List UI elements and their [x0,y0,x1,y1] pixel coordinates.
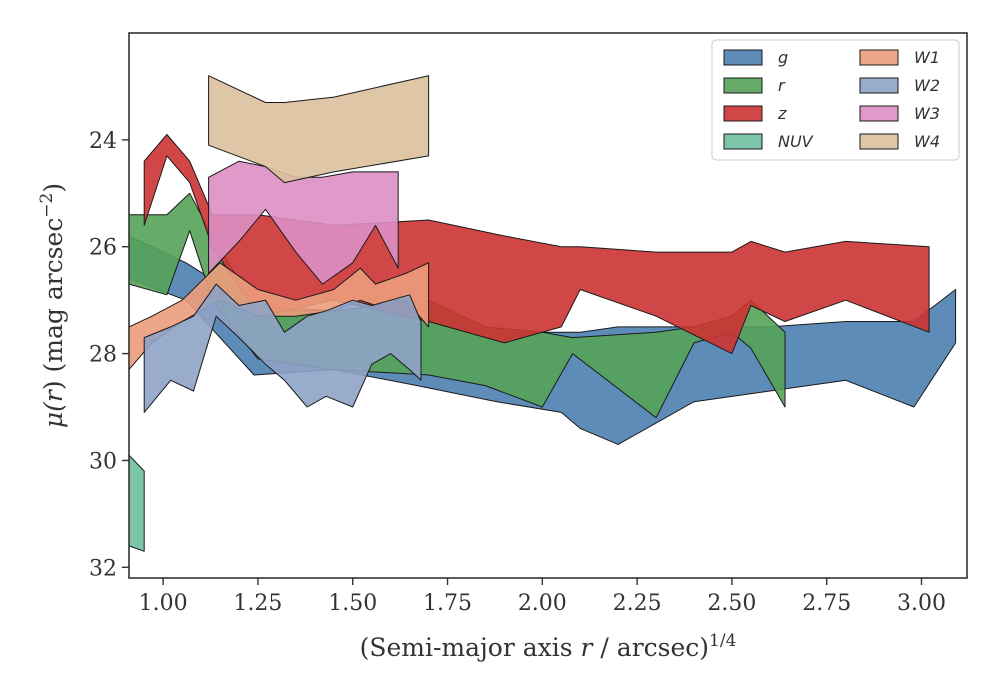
legend-label-g: g [778,48,788,67]
legend-swatch-z [723,105,763,122]
legend-label-nuv: NUV [778,132,814,151]
x-axis-label-exp: 1/4 [709,631,736,651]
legend-swatch-w2 [859,77,899,94]
legend-label-r: r [778,76,786,95]
x-tick-label: 2.00 [518,591,567,616]
x-tick-label: 1.00 [139,591,188,616]
legend: grz NUV W1 W2 W3 W4 [711,39,960,161]
x-tick-label: 3.00 [897,591,946,616]
series-band-w2 [143,283,422,413]
legend-swatch-r [723,77,763,94]
y-tick-label: 30 [89,449,117,474]
x-axis-label: (Semi-major axis r / arcsec)1/4 [360,631,737,662]
y-axis-label-var: r [39,388,68,402]
y-tick-label: 32 [89,556,117,581]
x-axis-label-var: r [581,633,595,662]
plot-frame [128,32,968,579]
legend-items: grz NUV W1 W2 W3 W4 [723,48,940,151]
y-tick-label: 26 [89,236,117,261]
legend-label-w1: W1 [914,48,940,67]
legend-swatch-nuv [723,133,763,150]
legend-label-w4: W4 [914,132,940,151]
series-band-nuv [128,454,145,552]
y-axis-ticks: 24 26 28 30 32 [89,129,129,581]
x-tick-label: 2.50 [707,591,756,616]
y-axis-label-close: ) [39,183,68,193]
legend-swatch-w4 [859,133,899,150]
x-axis-label-main: (Semi-major axis [360,633,581,662]
series-band-w4 [208,75,430,184]
y-axis-label-sym: μ( [39,401,68,428]
legend-label-w2: W2 [914,76,940,95]
y-axis-label: μ(r) (mag arcsec−2) [37,183,68,428]
y-axis-label-unit: ) (mag arcsec [39,218,68,391]
x-tick-label: 1.75 [423,591,472,616]
x-axis-label-unit: / arcsec) [592,633,709,662]
legend-swatch-w3 [859,105,899,122]
x-tick-label: 2.25 [613,591,662,616]
x-tick-label: 1.50 [328,591,377,616]
legend-swatch-g [723,49,763,66]
y-tick-label: 28 [89,343,117,368]
y-axis-label-exp: −2 [37,193,57,218]
legend-box [711,39,960,161]
legend-label-z: z [777,104,787,123]
x-axis-ticks: 1.00 1.25 1.50 1.75 2.00 2.25 2.50 2.75 3.00 [139,578,946,616]
y-tick-label: 24 [89,129,117,154]
legend-label-w3: W3 [914,104,940,123]
legend-swatch-w1 [859,49,899,66]
x-tick-label: 1.25 [233,591,282,616]
series-layer [128,75,957,552]
x-tick-label: 2.75 [802,591,851,616]
